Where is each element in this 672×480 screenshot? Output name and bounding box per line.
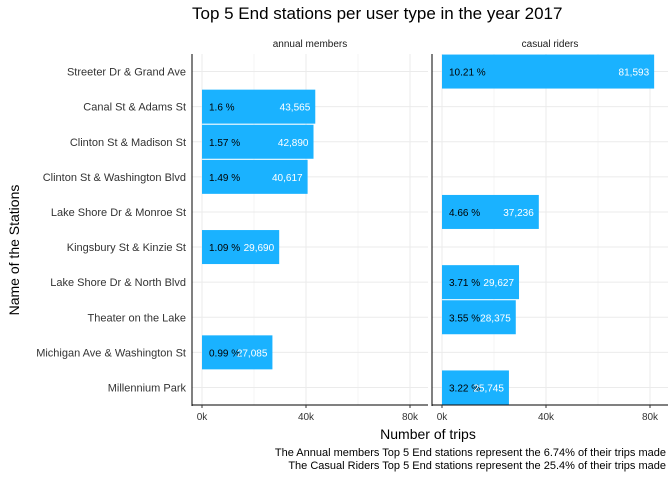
bar — [442, 370, 509, 405]
caption-annual: The Annual members Top 5 End stations re… — [274, 447, 666, 459]
x-tick-label: 0k — [437, 412, 449, 423]
bar — [442, 54, 655, 89]
x-tick-label: 40k — [538, 412, 555, 423]
x-tick-label: 0k — [197, 412, 209, 423]
category-label: Michigan Ave & Washington St — [36, 347, 186, 359]
percent-label: 4.66 % — [449, 208, 480, 219]
value-label: 40,617 — [272, 173, 303, 184]
percent-label: 10.21 % — [449, 68, 486, 79]
percent-label: 3.55 % — [449, 313, 480, 324]
bar — [202, 335, 273, 370]
value-label: 29,690 — [244, 243, 275, 254]
category-label: Kingsbury St & Kinzie St — [67, 242, 186, 254]
bar — [442, 194, 539, 229]
category-label: Clinton St & Madison St — [70, 137, 186, 149]
value-label: 81,593 — [619, 68, 650, 79]
x-tick-label: 80k — [642, 412, 659, 423]
value-label: 42,890 — [278, 138, 309, 149]
category-label: Clinton St & Washington Blvd — [43, 172, 186, 184]
percent-label: 1.49 % — [209, 173, 240, 184]
percent-label: 1.57 % — [209, 138, 240, 149]
value-label: 43,565 — [280, 103, 311, 114]
category-label: Lake Shore Dr & Monroe St — [51, 207, 186, 219]
bar — [202, 124, 314, 159]
x-tick-label: 80k — [402, 412, 419, 423]
bar — [202, 89, 316, 124]
x-axis-label: Number of trips — [380, 426, 476, 442]
percent-label: 1.6 % — [209, 103, 235, 114]
bar — [442, 300, 516, 335]
category-label: Lake Shore Dr & North Blvd — [50, 277, 186, 289]
bar — [202, 159, 308, 194]
panel-label: annual members — [273, 39, 347, 50]
panel-label: casual riders — [522, 39, 579, 50]
value-label: 25,745 — [473, 383, 504, 394]
value-label: 29,627 — [483, 278, 514, 289]
x-tick-label: 40k — [298, 412, 315, 423]
bar — [202, 230, 280, 265]
percent-label: 3.71 % — [449, 278, 480, 289]
bar — [442, 265, 520, 300]
value-label: 37,236 — [503, 208, 534, 219]
value-label: 28,375 — [480, 313, 511, 324]
caption-casual: The Casual Riders Top 5 End stations rep… — [288, 460, 666, 472]
category-label: Millennium Park — [108, 382, 187, 394]
chart-title: Top 5 End stations per user type in the … — [192, 4, 563, 23]
category-label: Streeter Dr & Grand Ave — [67, 67, 186, 79]
value-label: 27,085 — [237, 348, 268, 359]
category-label: Canal St & Adams St — [83, 102, 186, 114]
percent-label: 0.99 % — [209, 348, 240, 359]
percent-label: 1.09 % — [209, 243, 240, 254]
percent-label: 3.22 % — [449, 383, 480, 394]
category-label: Theater on the Lake — [88, 312, 186, 324]
